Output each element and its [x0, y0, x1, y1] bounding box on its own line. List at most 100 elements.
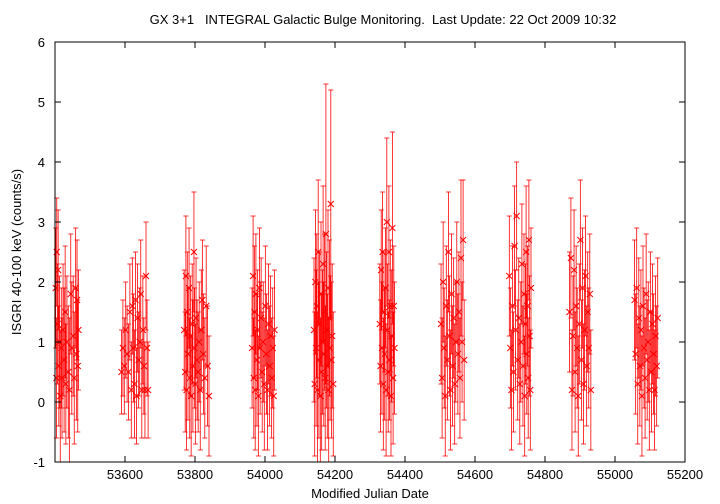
data-point	[261, 245, 269, 367]
point-marker	[185, 284, 193, 292]
data-point	[580, 323, 587, 445]
point-marker	[120, 362, 128, 370]
point-marker	[526, 386, 534, 394]
point-marker	[271, 326, 278, 334]
point-marker	[639, 302, 647, 310]
x-tick-label: 54600	[457, 467, 493, 482]
point-marker	[566, 308, 573, 316]
point-marker	[379, 380, 387, 388]
data-point	[198, 239, 206, 361]
data-point	[377, 299, 384, 433]
point-marker	[389, 374, 397, 382]
point-marker	[654, 314, 662, 322]
data-point	[639, 245, 647, 367]
x-tick-label: 53800	[177, 467, 213, 482]
data-point	[70, 311, 78, 445]
data-point	[505, 215, 513, 337]
point-marker	[251, 308, 258, 316]
data-point	[182, 215, 190, 337]
point-marker	[568, 386, 576, 394]
y-tick-label: 6	[38, 35, 45, 50]
data-point	[329, 311, 337, 457]
data-point	[140, 317, 148, 415]
point-marker	[586, 290, 594, 298]
point-marker	[391, 344, 398, 352]
x-tick-label: 55200	[667, 467, 703, 482]
data-point	[126, 263, 134, 361]
data-point	[379, 317, 387, 451]
y-tick-label: 1	[38, 335, 45, 350]
data-point	[328, 263, 336, 409]
point-marker	[381, 350, 389, 358]
data-point	[523, 293, 531, 415]
point-marker	[319, 260, 327, 268]
point-marker	[64, 368, 72, 376]
data-point	[64, 305, 72, 439]
point-marker	[123, 350, 131, 358]
data-point	[75, 269, 82, 391]
point-marker	[125, 368, 132, 376]
data-point	[55, 305, 63, 427]
point-marker	[126, 308, 134, 316]
data-point	[128, 257, 136, 355]
data-point	[527, 227, 535, 349]
point-marker	[580, 380, 587, 388]
data-point	[63, 275, 71, 409]
data-point	[645, 329, 653, 451]
x-tick-label: 54200	[317, 467, 353, 482]
data-point	[193, 299, 201, 421]
x-tick-label: 54400	[387, 467, 423, 482]
data-point	[125, 323, 132, 421]
point-marker	[62, 380, 70, 388]
point-marker	[135, 356, 143, 364]
point-marker	[389, 224, 396, 232]
data-point	[654, 257, 662, 379]
data-point	[139, 275, 147, 385]
data-point	[69, 275, 77, 397]
point-marker	[574, 392, 582, 400]
point-marker	[377, 266, 385, 274]
y-tick-label: 2	[38, 275, 45, 290]
point-marker	[653, 362, 661, 370]
point-marker	[516, 380, 524, 388]
point-marker	[54, 266, 62, 274]
point-marker	[191, 344, 199, 352]
data-point	[384, 263, 391, 397]
data-point	[447, 329, 454, 451]
data-point	[391, 281, 398, 415]
data-point	[52, 227, 60, 349]
point-marker	[188, 320, 196, 328]
data-point	[649, 263, 656, 385]
point-marker	[385, 248, 393, 256]
data-point	[390, 245, 398, 367]
data-point	[574, 335, 582, 457]
point-marker	[68, 344, 76, 352]
data-point	[74, 299, 82, 433]
point-marker	[186, 374, 194, 382]
data-point	[653, 305, 661, 427]
data-point	[142, 221, 150, 331]
data-point	[631, 239, 638, 361]
data-point	[135, 311, 143, 409]
point-marker	[522, 248, 530, 256]
point-marker	[329, 380, 337, 388]
point-marker	[439, 278, 447, 286]
point-marker	[261, 302, 269, 310]
point-marker	[55, 362, 63, 370]
data-point	[62, 323, 70, 445]
point-marker	[122, 326, 130, 334]
point-marker	[460, 356, 468, 364]
point-marker	[523, 350, 531, 358]
data-point	[324, 209, 332, 367]
point-marker	[527, 284, 535, 292]
data-point	[572, 245, 580, 367]
point-marker	[63, 338, 71, 346]
point-marker	[572, 302, 580, 310]
point-marker	[118, 368, 125, 376]
y-tick-label: -1	[33, 455, 45, 470]
point-marker	[75, 326, 82, 334]
data-point	[191, 287, 199, 409]
point-marker	[505, 272, 513, 280]
point-marker	[325, 386, 333, 394]
